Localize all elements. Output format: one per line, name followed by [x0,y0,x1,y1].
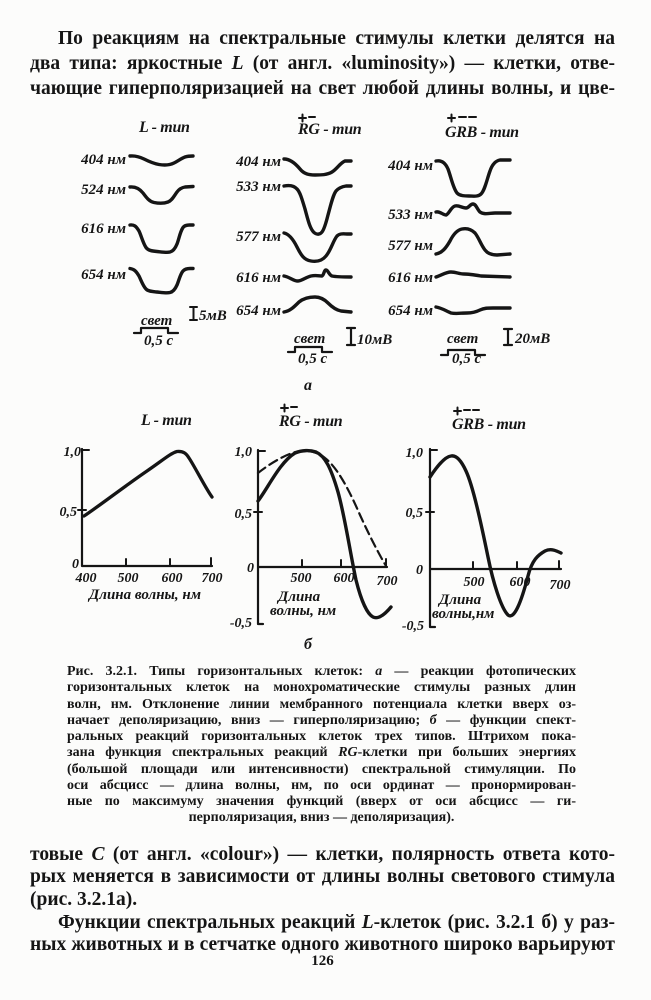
svg-text:1,0: 1,0 [235,445,253,460]
svg-text:577 нм: 577 нм [388,238,433,254]
svg-text:700: 700 [202,571,223,586]
svg-text:524 нм: 524 нм [81,182,126,198]
svg-text:500: 500 [118,571,139,586]
svg-text:0: 0 [247,561,254,576]
svg-text:RG - тип: RG - тип [278,413,343,430]
svg-text:RG - тип: RG - тип [297,121,362,138]
svg-text:404 нм: 404 нм [387,158,433,174]
svg-text:-0,5: -0,5 [230,616,252,631]
svg-text:20мВ: 20мВ [514,331,550,347]
svg-text:GRB - тип: GRB - тип [445,124,519,141]
svg-text:б: б [304,636,313,653]
svg-text:Длина: Длина [437,592,482,608]
svg-text:500: 500 [464,575,485,590]
svg-text:0,5 с: 0,5 с [452,351,482,367]
svg-text:654 нм: 654 нм [388,303,433,319]
svg-text:0: 0 [416,563,423,578]
svg-text:Длина: Длина [276,589,321,605]
svg-text:1,0: 1,0 [406,446,424,461]
svg-text:700: 700 [377,574,398,589]
svg-text:533 нм: 533 нм [236,179,281,195]
svg-text:а: а [304,377,312,394]
svg-text:свет: свет [294,331,325,347]
svg-text:GRB - тип: GRB - тип [452,416,526,433]
svg-text:400: 400 [75,571,97,586]
svg-text:5мВ: 5мВ [199,308,227,324]
svg-text:616 нм: 616 нм [236,270,281,286]
svg-text:L - тип: L - тип [138,119,190,136]
svg-text:Длина волны, нм: Длина волны, нм [87,587,201,603]
svg-text:10мВ: 10мВ [357,332,392,348]
svg-text:654 нм: 654 нм [236,303,281,319]
svg-text:0,5: 0,5 [235,507,253,522]
svg-text:волны, нм: волны, нм [270,603,336,619]
svg-text:654 нм: 654 нм [81,267,126,283]
svg-text:404 нм: 404 нм [235,154,281,170]
svg-text:0,5 с: 0,5 с [144,333,174,349]
svg-text:404 нм: 404 нм [80,152,126,168]
svg-text:волны,нм: волны,нм [432,606,494,622]
svg-text:500: 500 [291,571,312,586]
svg-text:600: 600 [162,571,183,586]
svg-text:0: 0 [72,557,79,572]
svg-text:1,0: 1,0 [64,445,82,460]
svg-text:свет: свет [141,313,172,329]
svg-text:616 нм: 616 нм [81,221,126,237]
svg-text:L - тип: L - тип [140,412,192,429]
svg-text:533 нм: 533 нм [388,207,433,223]
svg-text:свет: свет [447,331,478,347]
svg-text:0,5 с: 0,5 с [298,351,328,367]
svg-text:0,5: 0,5 [406,506,424,521]
svg-text:577 нм: 577 нм [236,229,281,245]
svg-text:600: 600 [334,571,355,586]
svg-text:0,5: 0,5 [60,505,78,520]
svg-text:700: 700 [550,578,571,593]
svg-text:616 нм: 616 нм [388,270,433,286]
svg-text:-0,5: -0,5 [402,619,424,634]
